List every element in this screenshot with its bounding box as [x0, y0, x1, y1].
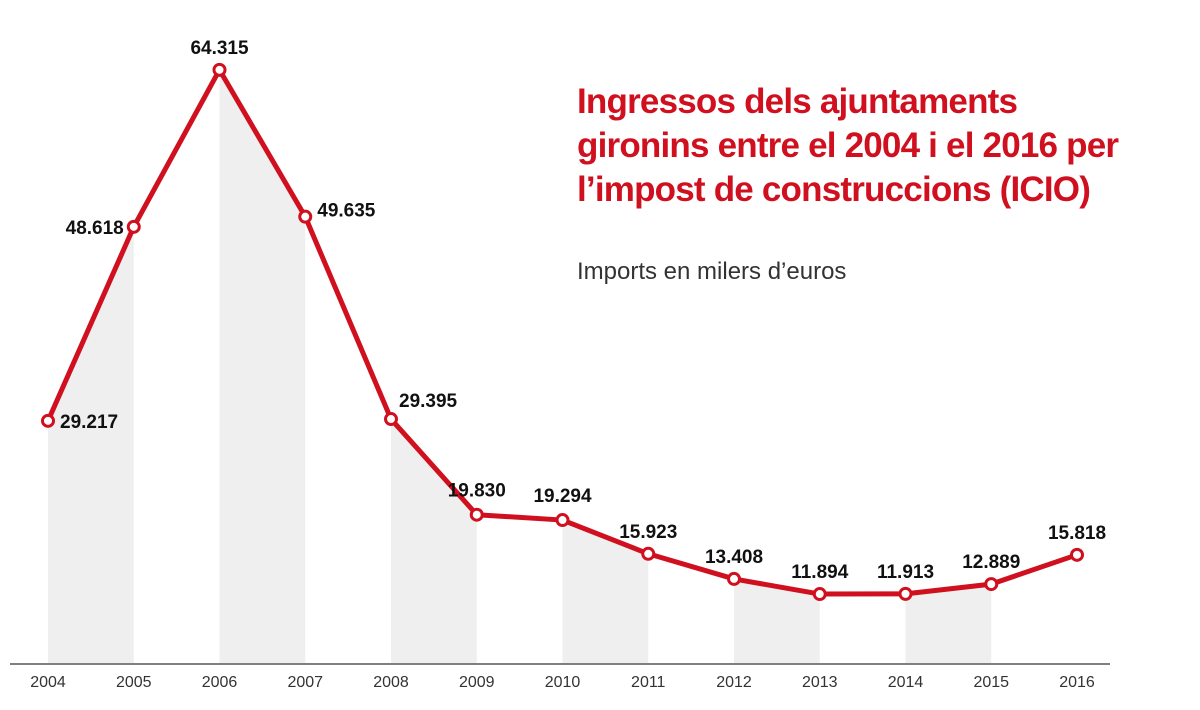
data-point	[898, 586, 913, 601]
x-tick-label: 2012	[716, 674, 752, 691]
chart-subtitle: Imports en milers d’euros	[577, 258, 847, 285]
x-tick-label: 2007	[287, 674, 323, 691]
data-label: 11.894	[791, 562, 848, 583]
data-label: 48.618	[66, 218, 124, 239]
data-label: 29.395	[399, 391, 458, 412]
data-label: 64.315	[190, 38, 249, 59]
data-point	[41, 413, 55, 428]
data-label: 11.913	[877, 562, 934, 583]
x-tick-label: 2014	[888, 674, 924, 691]
shaded-band	[48, 226, 134, 663]
data-label: 19.294	[533, 486, 592, 507]
data-point	[727, 571, 741, 586]
data-point	[212, 62, 227, 77]
data-point	[984, 577, 999, 592]
shaded-band	[562, 520, 649, 663]
data-point	[384, 412, 398, 427]
data-point	[469, 507, 484, 522]
data-label: 49.635	[317, 201, 376, 222]
data-label: 15.923	[619, 522, 677, 543]
x-tick-label: 2005	[116, 674, 152, 691]
data-label: 19.830	[448, 481, 506, 502]
x-tick-label: 2013	[802, 674, 838, 691]
shaded-band	[219, 69, 306, 664]
shaded-band	[905, 584, 992, 663]
data-point	[812, 587, 827, 602]
x-tick-label: 2010	[545, 674, 581, 691]
x-tick-label: 2004	[30, 674, 66, 691]
data-label: 13.408	[705, 547, 763, 568]
x-tick-label: 2006	[202, 674, 238, 691]
data-label: 15.818	[1048, 523, 1106, 544]
data-point	[1070, 547, 1084, 562]
x-tick-label: 2011	[631, 674, 666, 691]
data-label: 29.217	[60, 412, 118, 433]
shaded-band	[734, 578, 820, 663]
data-label: 12.889	[962, 552, 1020, 573]
data-point	[298, 209, 313, 224]
x-tick-label: 2008	[373, 674, 409, 691]
chart-title: Ingressos dels ajuntaments gironins entr…	[577, 82, 1119, 209]
x-tick-label: 2009	[459, 674, 495, 691]
x-tick-label: 2015	[973, 674, 1009, 691]
x-tick-label: 2016	[1059, 674, 1095, 691]
data-point	[641, 546, 656, 561]
shaded-band	[391, 419, 477, 663]
data-point	[555, 513, 570, 528]
data-point	[126, 219, 141, 234]
